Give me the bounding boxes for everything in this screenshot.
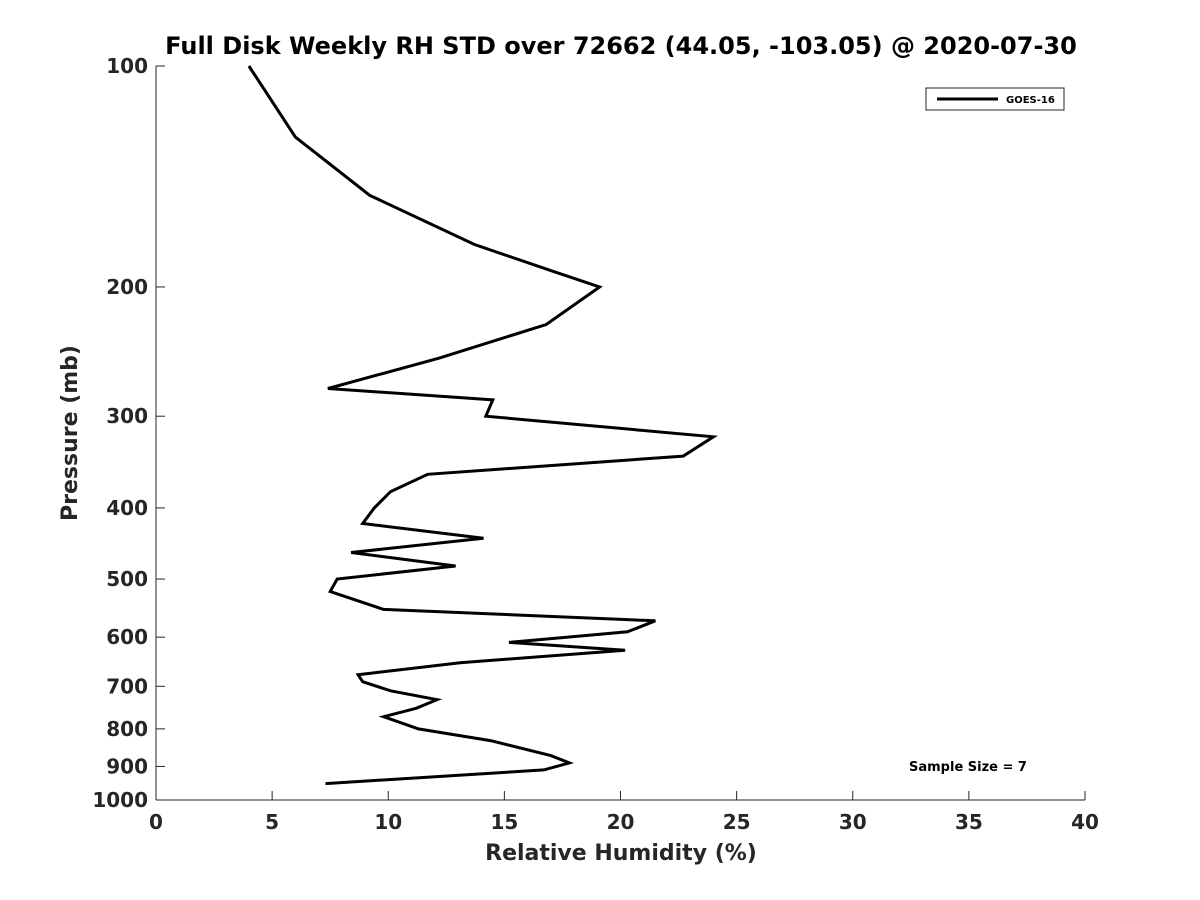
y-axis-label: Pressure (mb) — [58, 345, 83, 521]
x-tick-label: 40 — [1071, 810, 1099, 834]
series-goes16-line — [247, 65, 718, 786]
y-tick-label: 500 — [106, 567, 148, 591]
legend-label: GOES-16 — [1006, 95, 1055, 106]
x-tick-label: 20 — [607, 810, 635, 834]
x-tick-label: 10 — [374, 810, 402, 834]
x-tick-label: 30 — [839, 810, 867, 834]
y-tick-label: 900 — [106, 754, 148, 778]
y-tick-label: 600 — [106, 625, 148, 649]
y-tick-label: 400 — [106, 496, 148, 520]
y-tick-label: 700 — [106, 674, 148, 698]
chart-title: Full Disk Weekly RH STD over 72662 (44.0… — [165, 32, 1077, 60]
y-tick-label: 300 — [106, 404, 148, 428]
x-tick-label: 5 — [265, 810, 279, 834]
x-tick-label: 25 — [723, 810, 751, 834]
x-axis-label: Relative Humidity (%) — [485, 841, 757, 866]
y-ticks: 100 200 300 400 500 600 700 800 900 1000 — [92, 54, 165, 812]
x-tick-label: 15 — [490, 810, 518, 834]
legend: GOES-16 — [925, 87, 1065, 111]
y-tick-label: 800 — [106, 717, 148, 741]
plot-area — [155, 66, 1085, 801]
y-tick-label: 1000 — [92, 788, 148, 812]
x-tick-label: 0 — [149, 810, 163, 834]
x-ticks: 0 5 10 15 20 25 30 35 40 — [149, 791, 1099, 834]
x-tick-label: 35 — [955, 810, 983, 834]
y-tick-label: 200 — [106, 275, 148, 299]
y-tick-label: 100 — [106, 54, 148, 78]
sample-size-annotation: Sample Size = 7 — [909, 760, 1027, 775]
